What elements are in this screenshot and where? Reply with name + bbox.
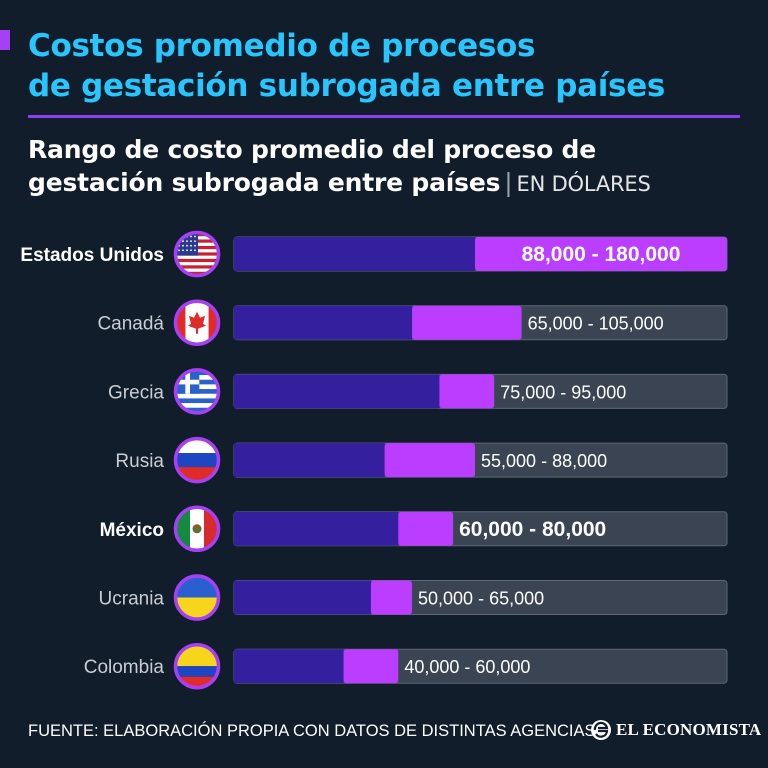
flag-ring bbox=[173, 436, 221, 484]
bar-range bbox=[384, 443, 476, 478]
title-divider bbox=[28, 115, 740, 118]
russia-flag-icon bbox=[176, 439, 218, 482]
range-label: 50,000 - 65,000 bbox=[418, 589, 544, 609]
bar-range bbox=[475, 237, 727, 271]
chart-subtitle-line-2: gestación subrogada entre países | EN DÓLA… bbox=[28, 168, 651, 197]
range-label: 88,000 - 180,000 bbox=[522, 243, 681, 266]
country-label: Estados Unidos bbox=[20, 245, 164, 266]
accent-marker bbox=[0, 30, 10, 50]
bar-range bbox=[412, 305, 522, 340]
brand-logo: EL ECONOMISTA bbox=[590, 719, 761, 741]
el-economista-logo-icon bbox=[591, 720, 611, 740]
flag-ring bbox=[173, 230, 221, 278]
bar-base bbox=[234, 649, 344, 684]
range-label: 75,000 - 95,000 bbox=[500, 382, 626, 402]
flag-ring bbox=[173, 642, 221, 690]
source-note: FUENTE: ELABORACIÓN PROPIA CON DATOS DE … bbox=[28, 722, 596, 740]
bar-range bbox=[343, 649, 399, 684]
country-label: Ucrania bbox=[99, 589, 165, 610]
bar-range bbox=[439, 374, 495, 409]
page-title-line-1: Costos promedio de procesos bbox=[28, 28, 536, 64]
range-label: 40,000 - 60,000 bbox=[404, 657, 530, 677]
bar-range bbox=[398, 511, 454, 546]
range-label: 55,000 - 88,000 bbox=[481, 451, 607, 471]
range-label: 65,000 - 105,000 bbox=[528, 314, 664, 334]
unit-label: EN DÓLARES bbox=[516, 172, 651, 196]
bar-base bbox=[234, 374, 440, 409]
bar-base bbox=[234, 237, 476, 271]
flag-ring bbox=[173, 505, 221, 553]
flag-ring bbox=[173, 368, 221, 415]
country-label: Canadá bbox=[97, 314, 164, 335]
subtitle-separator: | bbox=[504, 168, 513, 197]
brand-name: EL ECONOMISTA bbox=[616, 720, 762, 739]
country-label: Grecia bbox=[108, 382, 164, 403]
bar-base bbox=[234, 305, 413, 340]
ukraine-flag-icon bbox=[176, 576, 218, 619]
flag-ring bbox=[173, 574, 221, 621]
bar-base bbox=[234, 511, 399, 546]
flag-ring bbox=[173, 299, 221, 346]
bar-base bbox=[234, 443, 385, 478]
country-label: Colombia bbox=[84, 657, 165, 678]
bar-range bbox=[370, 580, 413, 615]
range-label: 60,000 - 80,000 bbox=[459, 518, 606, 541]
chart-subtitle-line-1: Rango de costo promedio del proceso de bbox=[28, 135, 597, 164]
chart-subtitle-text: gestación subrogada entre países bbox=[28, 168, 501, 197]
colombia-flag-icon bbox=[176, 645, 218, 688]
country-label: Rusia bbox=[115, 451, 164, 472]
country-label: México bbox=[100, 520, 164, 541]
bar-base bbox=[234, 580, 371, 615]
page-title-line-2: de gestación subrogada entre países bbox=[28, 68, 666, 104]
